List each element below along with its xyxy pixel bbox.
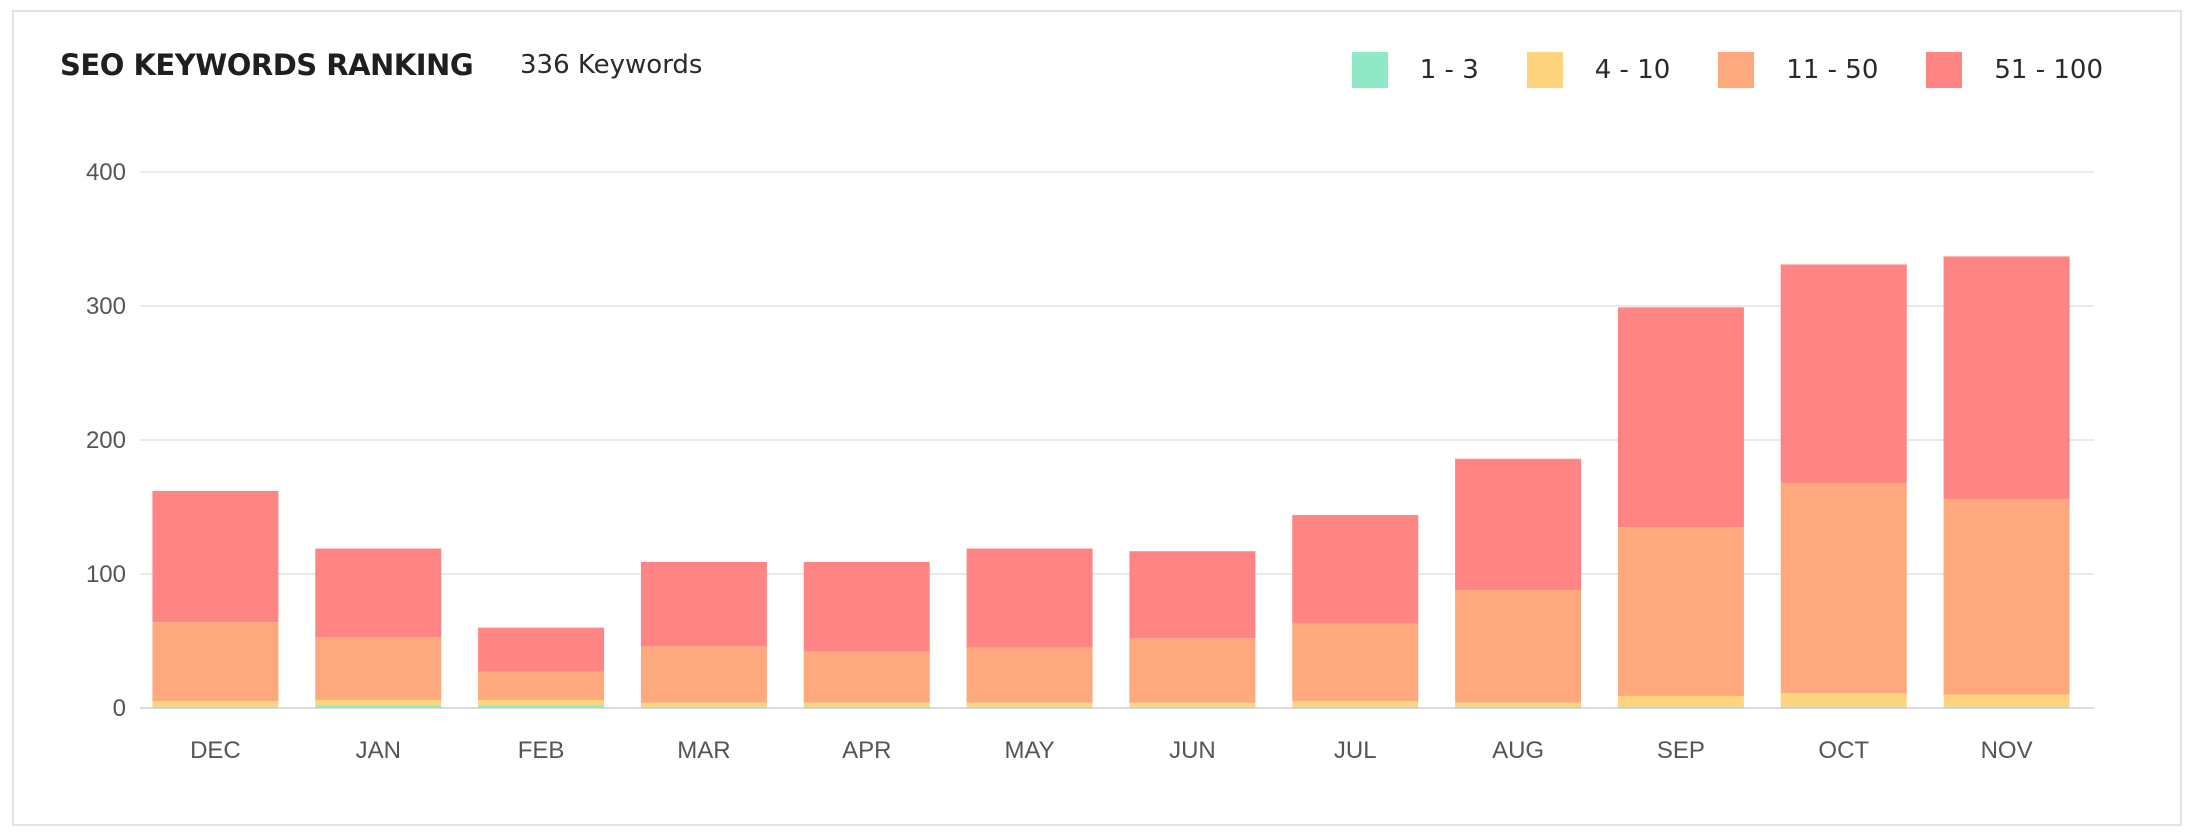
bar-segment[interactable] (478, 699, 605, 706)
legend-item-1-3[interactable]: 1 - 3 (1351, 52, 1479, 88)
bar-segment[interactable] (1943, 256, 2070, 499)
bar-segment[interactable] (1455, 702, 1582, 707)
legend-swatch (1718, 52, 1755, 88)
bar-segment[interactable] (966, 548, 1093, 648)
x-tick-label: DEC (190, 737, 241, 764)
bar-segment[interactable] (803, 706, 930, 708)
bar-segment[interactable] (315, 636, 442, 700)
legend-swatch (1351, 52, 1388, 88)
bar-segment[interactable] (478, 671, 605, 700)
legend-label: 4 - 10 (1594, 55, 1671, 85)
legend-item-4-10[interactable]: 4 - 10 (1526, 52, 1671, 88)
y-tick-label: 200 (86, 427, 126, 454)
legend-label: 1 - 3 (1419, 55, 1479, 85)
x-tick-label: AUG (1492, 737, 1544, 764)
bar-segment[interactable] (315, 705, 442, 708)
bar-segment[interactable] (966, 706, 1093, 708)
x-tick-label: FEB (518, 737, 565, 764)
bar-segment[interactable] (1292, 515, 1419, 624)
x-tick-label: SEP (1657, 737, 1705, 764)
x-tick-label: APR (842, 737, 891, 764)
bar-segment[interactable] (1943, 498, 2070, 695)
bar-segment[interactable] (1455, 458, 1582, 591)
x-tick-label: JAN (356, 737, 401, 764)
legend-swatch (1926, 52, 1963, 88)
bar-segment[interactable] (1129, 551, 1256, 639)
bar-segment[interactable] (1943, 706, 2070, 708)
bar-segment[interactable] (640, 706, 767, 708)
bar-segment[interactable] (1292, 706, 1419, 708)
legend-label: 51 - 100 (1994, 55, 2103, 85)
bar-segment[interactable] (1455, 706, 1582, 708)
bar-segment[interactable] (640, 702, 767, 707)
bar-segment[interactable] (640, 646, 767, 703)
bar-segment[interactable] (152, 490, 279, 623)
x-tick-label: MAY (1004, 737, 1054, 764)
bar-segment[interactable] (315, 699, 442, 706)
x-tick-label: JUL (1334, 737, 1377, 764)
bar-segment[interactable] (1292, 701, 1419, 707)
legend-item-11-50[interactable]: 11 - 50 (1718, 52, 1878, 88)
x-tick-label: JUN (1169, 737, 1216, 764)
bar-segment[interactable] (1617, 307, 1744, 528)
y-tick-label: 400 (86, 159, 126, 186)
legend-label: 11 - 50 (1786, 55, 1879, 85)
y-tick-label: 0 (113, 695, 126, 722)
y-tick-label: 300 (86, 293, 126, 320)
bar-segment[interactable] (1780, 693, 1907, 707)
bar-segment[interactable] (1129, 702, 1256, 707)
bar-segment[interactable] (966, 647, 1093, 703)
bar-segment[interactable] (1780, 706, 1907, 708)
bar-segment[interactable] (315, 548, 442, 637)
bar-segment[interactable] (1943, 694, 2070, 707)
keyword-count: 336 Keywords (520, 50, 703, 80)
y-tick-label: 100 (86, 561, 126, 588)
x-tick-label: MAR (677, 737, 730, 764)
bar-segment[interactable] (966, 702, 1093, 707)
bar-segment[interactable] (152, 706, 279, 708)
chart-title: SEO KEYWORDS RANKING (60, 48, 474, 82)
bar-segment[interactable] (152, 622, 279, 702)
bar-segment[interactable] (152, 701, 279, 707)
x-tick-label: OCT (1818, 737, 1869, 764)
bar-segment[interactable] (1455, 590, 1582, 703)
legend-swatch (1526, 52, 1563, 88)
bar-segment[interactable] (803, 702, 930, 707)
legend: 1 - 3 4 - 10 11 - 50 51 - 100 (1304, 52, 2103, 88)
bar-segment[interactable] (1129, 706, 1256, 708)
bar-segment[interactable] (1129, 638, 1256, 703)
bar-segment[interactable] (1617, 527, 1744, 696)
bar-segment[interactable] (478, 627, 605, 672)
bar-segment[interactable] (1780, 264, 1907, 483)
bar-segment[interactable] (803, 561, 930, 652)
bar-segment[interactable] (640, 561, 767, 647)
x-tick-label: NOV (1981, 737, 2033, 764)
legend-item-51-100[interactable]: 51 - 100 (1926, 52, 2103, 88)
bar-segment[interactable] (803, 651, 930, 703)
bar-segment[interactable] (1617, 706, 1744, 708)
bar-segment[interactable] (478, 705, 605, 708)
bar-segment[interactable] (1292, 623, 1419, 702)
bar-segment[interactable] (1617, 695, 1744, 707)
bar-segment[interactable] (1780, 482, 1907, 694)
